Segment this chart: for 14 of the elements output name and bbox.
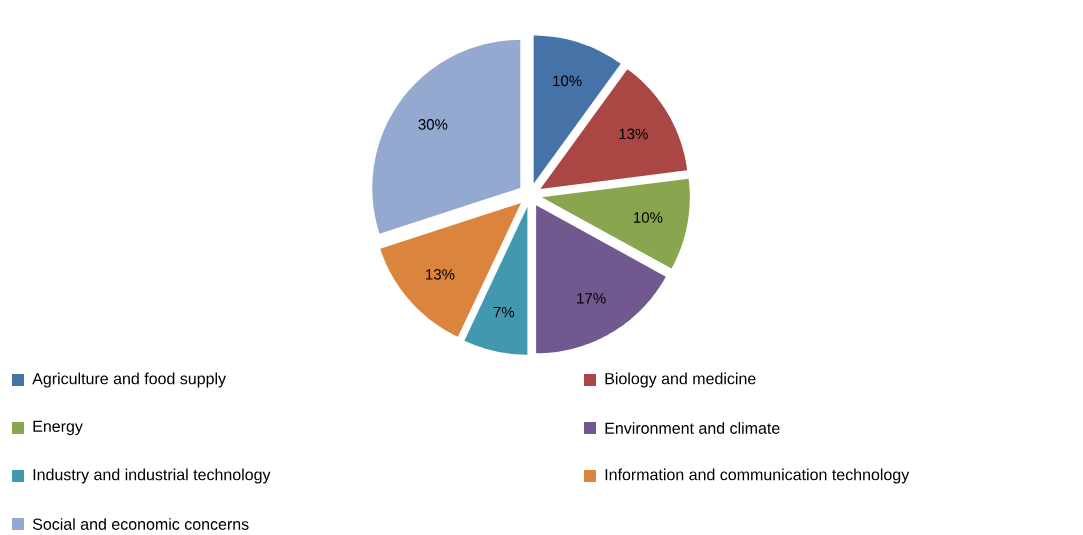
legend-label: Biology and medicine	[605, 372, 756, 388]
data-label: 10%	[634, 212, 663, 223]
legend-label: Energy	[33, 420, 83, 436]
legend-label: Agriculture and food supply	[32, 372, 227, 388]
legend-label: Information and communication technology	[605, 468, 910, 484]
legend-label: Social and economic concerns	[32, 518, 249, 530]
data-label: 13%	[426, 269, 455, 280]
data-label: 10%	[553, 75, 582, 87]
legend-label: Environment and climate	[605, 422, 780, 434]
data-label: 30%	[418, 119, 448, 130]
legend-label: Industry and industrial technology	[33, 468, 271, 484]
data-label: 17%	[577, 293, 606, 304]
data-label: 7%	[493, 306, 515, 318]
data-label: 13%	[619, 128, 648, 140]
